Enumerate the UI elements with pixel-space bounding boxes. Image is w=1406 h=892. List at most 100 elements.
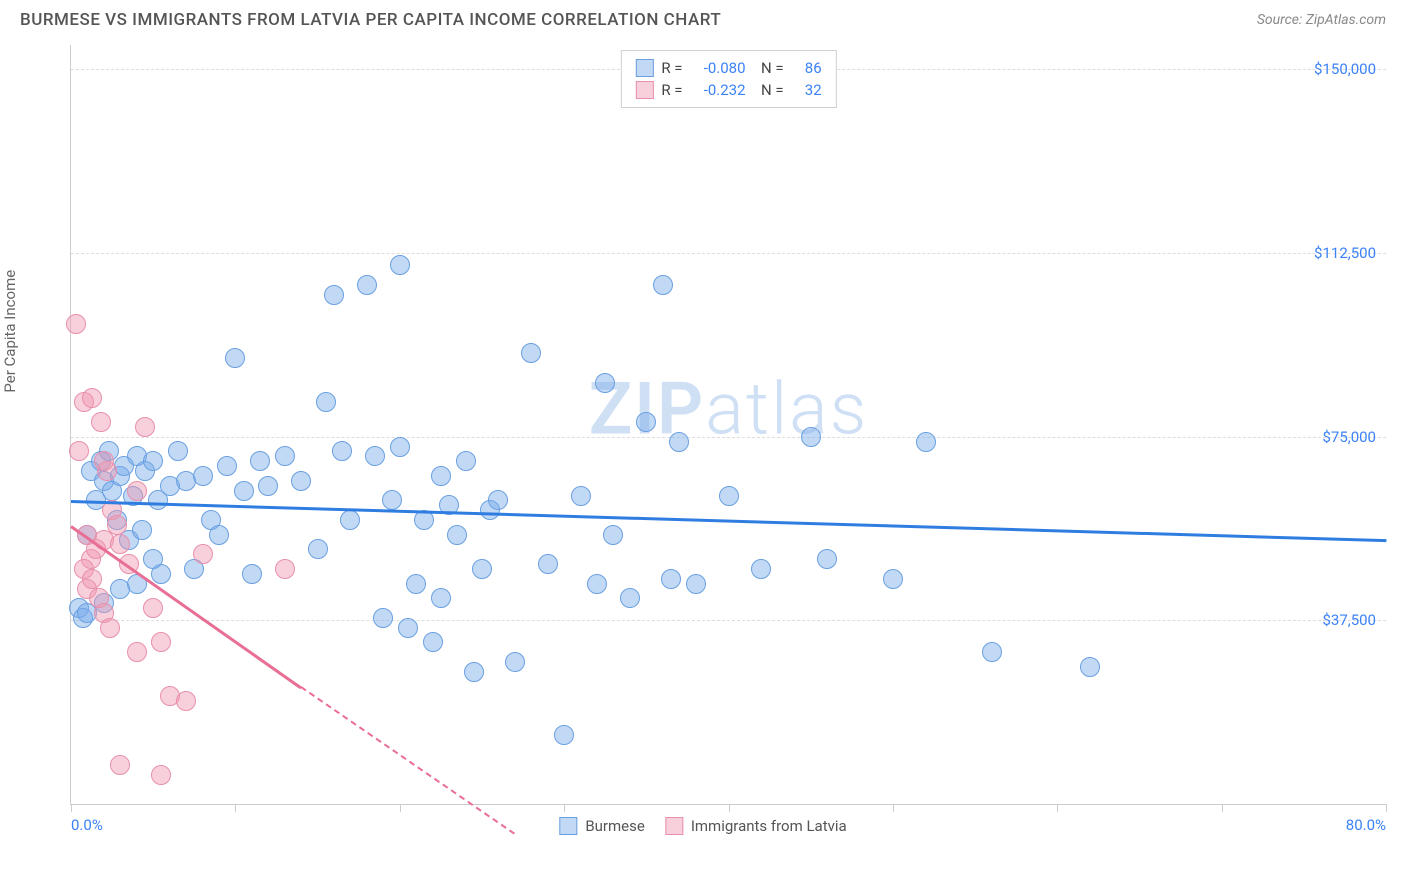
y-tick-label: $112,500 [1314,244,1376,262]
data-point [472,559,492,579]
y-tick-label: $150,000 [1314,60,1376,78]
legend-label-1: Immigrants from Latvia [691,817,847,835]
legend-swatch-0 [559,817,577,835]
gridline [71,620,1386,621]
legend-n-value-0: 86 [792,59,822,77]
chart-container: Per Capita Income ZIPatlas R = -0.080 N … [20,45,1386,845]
chart-title: BURMESE VS IMMIGRANTS FROM LATVIA PER CA… [20,10,721,30]
data-point [258,476,278,496]
trend-line [71,500,1386,542]
data-point [151,632,171,652]
data-point [82,388,102,408]
data-point [151,765,171,785]
data-point [653,275,673,295]
legend-label-0: Burmese [585,817,645,835]
data-point [324,285,344,305]
data-point [168,441,188,461]
data-point [423,632,443,652]
x-tick [1386,804,1387,812]
data-point [982,642,1002,662]
data-point [431,466,451,486]
plot-area: ZIPatlas R = -0.080 N = 86 R = -0.232 N … [70,45,1386,805]
data-point [234,481,254,501]
data-point [390,255,410,275]
data-point [456,451,476,471]
data-point [291,471,311,491]
data-point [390,437,410,457]
legend-r-value-0: -0.080 [691,59,746,77]
data-point [340,510,360,530]
legend-r-label-0: R = [661,59,682,77]
legend-item-1: Immigrants from Latvia [665,817,847,835]
y-axis-label: Per Capita Income [1,270,19,393]
data-point [127,481,147,501]
legend-correlation: R = -0.080 N = 86 R = -0.232 N = 32 [620,50,836,108]
chart-source: Source: ZipAtlas.com [1257,12,1386,28]
data-point [110,755,130,775]
watermark: ZIPatlas [589,367,869,452]
legend-series: Burmese Immigrants from Latvia [559,817,846,835]
x-tick [1057,804,1058,812]
data-point [636,412,656,432]
x-tick [564,804,565,812]
data-point [275,559,295,579]
x-tick [235,804,236,812]
data-point [587,574,607,594]
data-point [661,569,681,589]
legend-n-label-0: N = [754,59,784,77]
swatch-1 [635,81,653,99]
data-point [193,544,213,564]
data-point [817,549,837,569]
data-point [69,441,89,461]
data-point [406,574,426,594]
x-tick [893,804,894,812]
gridline [71,253,1386,254]
legend-r-label-1: R = [661,81,682,99]
data-point [176,691,196,711]
data-point [883,569,903,589]
legend-row-1: R = -0.232 N = 32 [635,79,821,101]
data-point [357,275,377,295]
x-tick [1222,804,1223,812]
data-point [669,432,689,452]
data-point [143,549,163,569]
gridline [71,437,1386,438]
data-point [382,490,402,510]
data-point [91,412,111,432]
data-point [916,432,936,452]
data-point [373,608,393,628]
x-axis-label-max: 80.0% [1346,816,1386,834]
data-point [365,446,385,466]
legend-n-label-1: N = [754,81,784,99]
x-tick [729,804,730,812]
data-point [554,725,574,745]
legend-item-0: Burmese [559,817,645,835]
data-point [595,373,615,393]
data-point [250,451,270,471]
data-point [143,598,163,618]
data-point [110,534,130,554]
data-point [751,559,771,579]
data-point [571,486,591,506]
y-tick-label: $75,000 [1322,428,1376,446]
data-point [209,525,229,545]
data-point [447,525,467,545]
data-point [275,446,295,466]
legend-row-0: R = -0.080 N = 86 [635,57,821,79]
swatch-0 [635,59,653,77]
data-point [66,314,86,334]
data-point [132,520,152,540]
data-point [464,662,484,682]
data-point [431,588,451,608]
data-point [127,642,147,662]
legend-r-value-1: -0.232 [691,81,746,99]
legend-swatch-1 [665,817,683,835]
chart-header: BURMESE VS IMMIGRANTS FROM LATVIA PER CA… [0,0,1406,30]
data-point [521,343,541,363]
y-tick-label: $37,500 [1322,611,1376,629]
data-point [398,618,418,638]
data-point [94,451,114,471]
watermark-light: atlas [705,367,868,452]
data-point [82,569,102,589]
data-point [107,515,127,535]
